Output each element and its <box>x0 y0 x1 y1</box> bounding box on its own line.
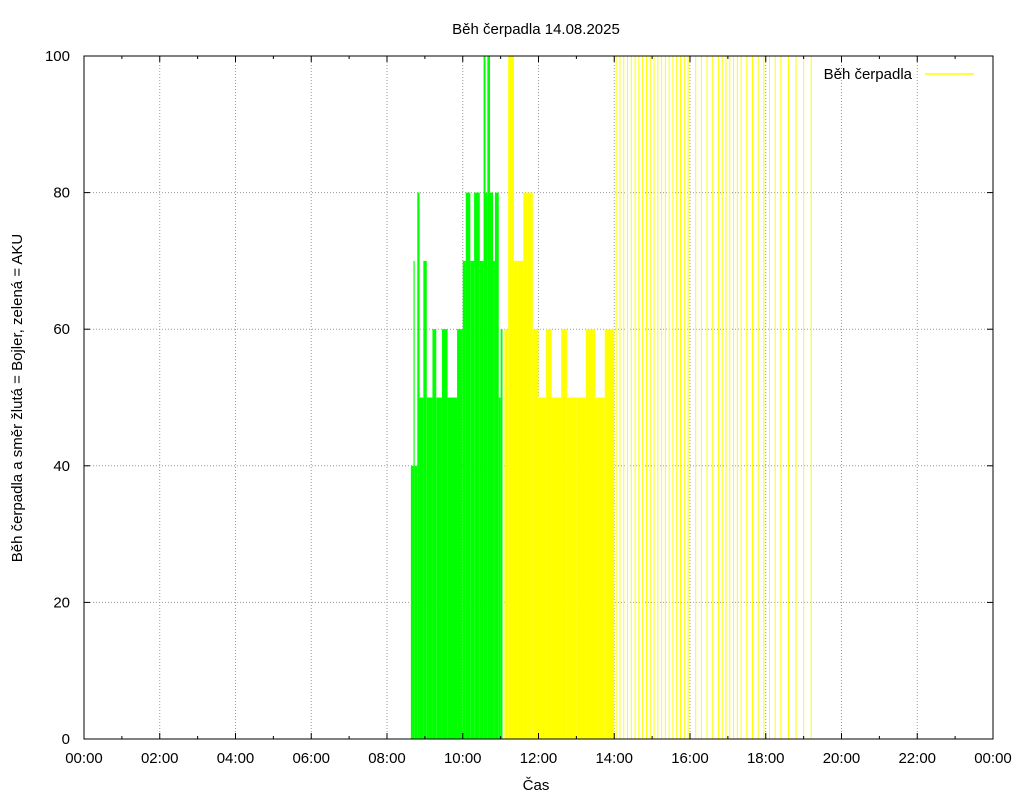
series-bar <box>494 192 499 740</box>
chart-title: Běh čerpadla 14.08.2025 <box>452 21 620 38</box>
x-tick-label: 00:00 <box>974 750 1012 767</box>
y-tick-label: 60 <box>53 321 70 338</box>
y-tick-label: 40 <box>53 458 70 475</box>
x-tick-label: 12:00 <box>520 750 558 767</box>
series-bar <box>465 192 471 740</box>
series-bar <box>500 329 503 739</box>
series-bar <box>426 397 433 739</box>
series-bar <box>595 397 605 739</box>
legend-label: Běh čerpadla <box>824 66 913 83</box>
series-bar <box>436 397 442 739</box>
series-bar <box>490 192 494 740</box>
series-bar <box>508 56 514 739</box>
series-bar <box>419 397 424 739</box>
series-bar <box>441 329 448 739</box>
series-bar <box>479 260 484 739</box>
series-bar <box>485 192 488 740</box>
x-tick-label: 06:00 <box>292 750 330 767</box>
legend: Běh čerpadla <box>824 66 974 83</box>
series-bar <box>498 397 501 739</box>
series-bar <box>462 260 466 739</box>
series-bar <box>417 192 420 740</box>
series-bar <box>432 329 437 739</box>
y-tick-label: 100 <box>45 48 70 65</box>
series-bar <box>527 192 533 740</box>
series-bar <box>523 192 528 740</box>
series-bar <box>566 397 577 739</box>
series-bar <box>585 329 596 739</box>
y-tick-label: 80 <box>53 185 70 202</box>
series-bar <box>413 260 415 739</box>
x-tick-label: 10:00 <box>444 750 482 767</box>
series-bar <box>517 260 524 739</box>
x-tick-label: 20:00 <box>823 750 861 767</box>
series-bar <box>483 56 486 739</box>
series-bar <box>487 56 491 739</box>
y-tick-label: 0 <box>62 731 70 748</box>
x-tick-label: 16:00 <box>671 750 709 767</box>
series-bar <box>414 465 418 739</box>
series-bar <box>532 329 539 739</box>
series-bar <box>474 192 480 740</box>
series-bar <box>513 260 518 739</box>
x-tick-label: 00:00 <box>65 750 103 767</box>
series-bar <box>410 465 414 739</box>
x-tick-label: 04:00 <box>217 750 255 767</box>
series-bar <box>538 397 547 739</box>
x-tick-label: 02:00 <box>141 750 179 767</box>
axes: 00:00 02:00 04:00 06:00 08:00 10:00 12:00 14:00… <box>45 48 1012 767</box>
x-axis-label: Čas <box>523 777 550 794</box>
x-tick-label: 18:00 <box>747 750 785 767</box>
series-bar <box>604 329 615 739</box>
series-bar <box>576 397 586 739</box>
series-group <box>410 56 812 740</box>
x-tick-label: 14:00 <box>595 750 633 767</box>
series-bar <box>457 329 463 739</box>
series-bar <box>561 329 567 739</box>
series-bar <box>447 397 458 739</box>
x-tick-label: 22:00 <box>898 750 936 767</box>
y-tick-label: 20 <box>53 594 70 611</box>
series-bar <box>504 329 509 739</box>
series-bar <box>423 260 427 739</box>
series-bar <box>546 329 552 739</box>
series-bar <box>551 397 562 739</box>
y-axis-label: Běh čerpadla a směr žlutá = Bojler, zele… <box>9 234 26 563</box>
series-bar <box>493 260 495 739</box>
series-bar <box>470 260 475 739</box>
x-tick-label: 08:00 <box>368 750 406 767</box>
